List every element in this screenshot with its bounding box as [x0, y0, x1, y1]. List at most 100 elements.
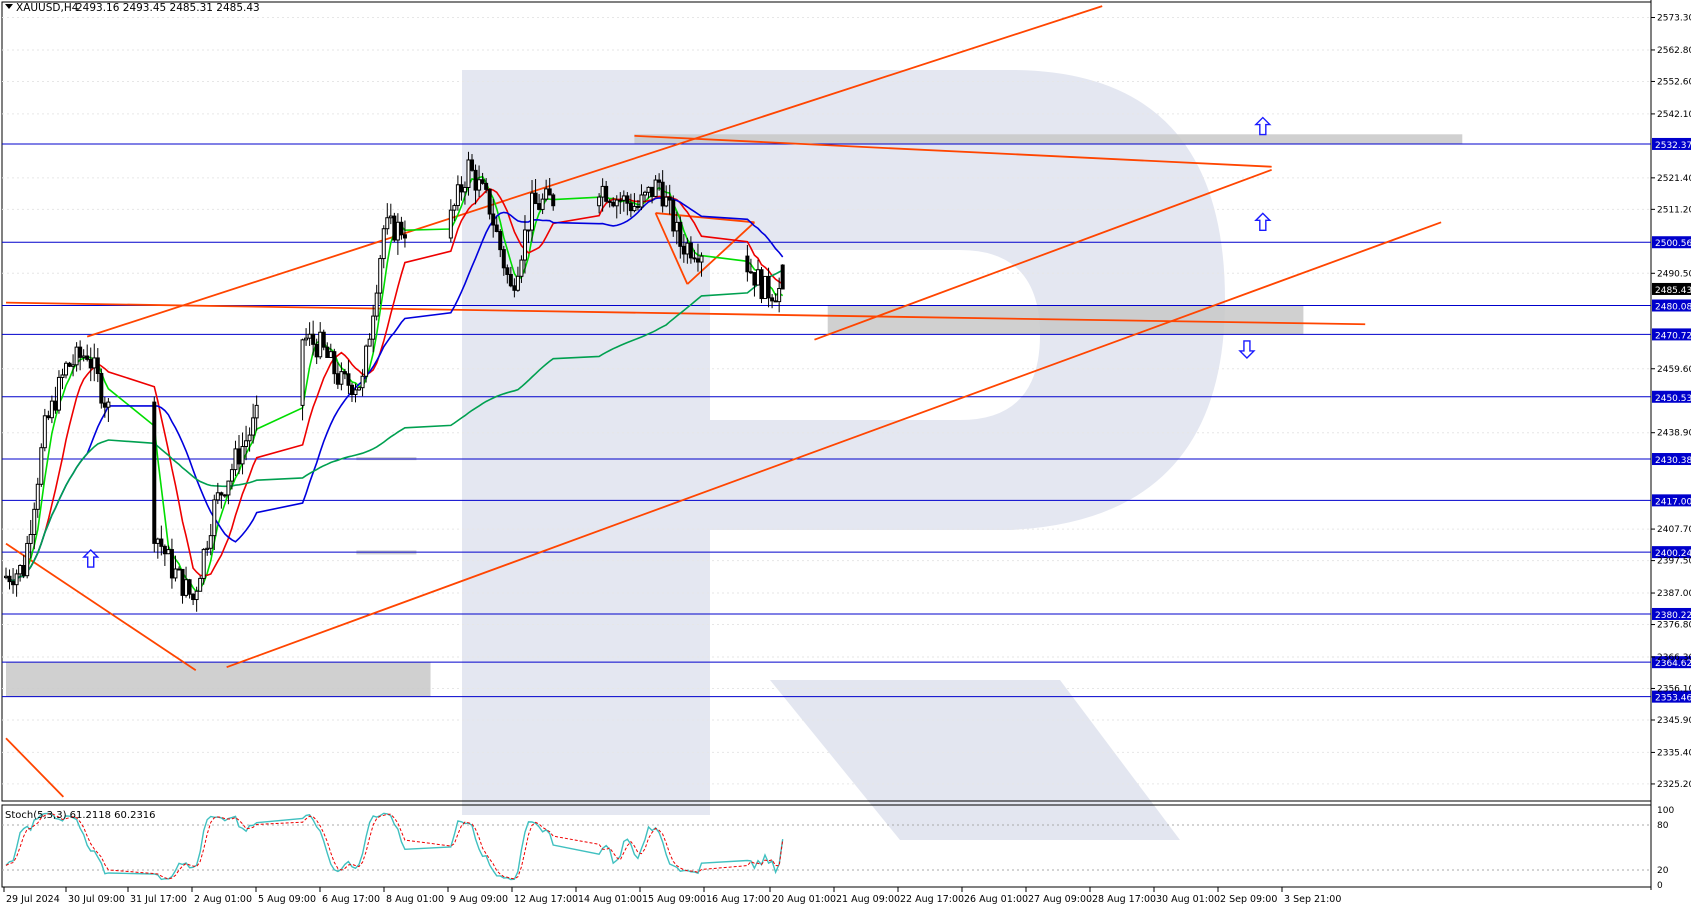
- candle-body: [71, 364, 76, 367]
- candle-body: [88, 358, 93, 369]
- arrow-up-icon: [1254, 212, 1272, 232]
- candle-body: [484, 182, 489, 190]
- candle-body: [371, 315, 376, 340]
- candle-body: [159, 538, 164, 547]
- trend-line[interactable]: [634, 134, 1272, 168]
- candle-body: [688, 242, 693, 259]
- candle-body: [491, 213, 496, 226]
- trend-line[interactable]: [654, 212, 689, 285]
- time-axis-label: 3 Sep 21:00: [1284, 894, 1341, 905]
- candle-body: [748, 271, 753, 274]
- trend-line[interactable]: [686, 221, 756, 285]
- moving-average-line[interactable]: [5, 196, 784, 582]
- candle-body: [99, 373, 104, 404]
- level-price-tag: [1652, 299, 1691, 312]
- level-price-label: 2430.38: [1655, 456, 1691, 466]
- candle-body: [240, 445, 245, 465]
- moving-average-line[interactable]: [5, 269, 784, 582]
- trend-line[interactable]: [86, 5, 1103, 338]
- stoch-main-line[interactable]: [5, 812, 784, 881]
- trend-line[interactable]: [226, 221, 1442, 669]
- candle-body: [537, 203, 542, 210]
- level-price-label: 2500.56: [1655, 239, 1691, 249]
- price-axis-label: 2356.10: [1657, 684, 1691, 694]
- candle-body: [25, 542, 30, 577]
- time-axis-label: 2 Aug 01:00: [194, 894, 252, 905]
- level-price-label: 2380.22: [1655, 611, 1691, 621]
- candle-body: [699, 255, 704, 263]
- candle-body: [766, 275, 771, 299]
- price-axis-label: 2562.80: [1657, 46, 1691, 56]
- candle-body: [78, 346, 83, 358]
- candle-body: [74, 346, 79, 366]
- candle-body: [597, 196, 602, 207]
- level-price-tag: [1652, 453, 1691, 466]
- price-axis-label: 2521.40: [1657, 174, 1691, 184]
- candle-body: [607, 200, 612, 203]
- level-price-label: 2470.72: [1655, 331, 1691, 341]
- level-price-tag: [1652, 328, 1691, 341]
- time-axis-label: 31 Jul 17:00: [130, 894, 187, 905]
- trend-line[interactable]: [5, 542, 197, 672]
- time-axis-label: 20 Aug 01:00: [772, 894, 836, 905]
- candle-body: [508, 273, 513, 287]
- time-axis-label: 14 Aug 01:00: [578, 894, 642, 905]
- level-price-label: 2364.62: [1655, 659, 1691, 669]
- candle-body: [752, 272, 757, 286]
- candle-body: [95, 357, 100, 375]
- candle-body: [187, 579, 192, 595]
- candle-body: [625, 195, 630, 204]
- candle-body: [332, 351, 337, 375]
- trend-line[interactable]: [814, 168, 1272, 341]
- candle-body: [244, 440, 249, 447]
- candle-body: [646, 186, 651, 193]
- level-price-tag: [1652, 390, 1691, 403]
- candle-body: [184, 579, 189, 596]
- candle-body: [304, 337, 309, 341]
- stoch-signal-line[interactable]: [5, 813, 784, 880]
- price-axis-label: 2511.20: [1657, 205, 1691, 215]
- candle-body: [198, 577, 203, 592]
- candle-body: [632, 205, 637, 212]
- time-axis-label: 15 Aug 09:00: [642, 894, 706, 905]
- candle-body: [166, 549, 171, 555]
- candle-body: [219, 492, 224, 496]
- trend-line[interactable]: [5, 301, 1366, 326]
- trend-line[interactable]: [5, 737, 65, 798]
- candle-body: [11, 581, 16, 586]
- candle-body: [452, 205, 457, 211]
- candle-body: [374, 292, 379, 317]
- candle-body: [544, 188, 549, 200]
- candle-body: [346, 373, 351, 386]
- watermark-logo: [462, 70, 1225, 840]
- candle-body: [770, 297, 775, 302]
- candle-body: [392, 215, 397, 241]
- candle-body: [477, 179, 482, 191]
- candle-body: [28, 533, 33, 544]
- candle-body: [399, 221, 404, 236]
- time-axis-label: 30 Jul 09:00: [68, 894, 125, 905]
- candle-body: [498, 231, 503, 251]
- candle-body: [505, 267, 510, 275]
- candle-body: [674, 221, 679, 232]
- price-axis-label: 2376.80: [1657, 621, 1691, 631]
- stoch-panel-frame: [1, 804, 1652, 888]
- candle-body: [773, 300, 778, 303]
- time-axis-label: 29 Jul 2024: [6, 894, 60, 905]
- price-axis-label: 2345.90: [1657, 716, 1691, 726]
- moving-average-line[interactable]: [5, 188, 784, 582]
- symbol-label: XAUUSD,H4: [16, 2, 79, 14]
- candle-body: [205, 547, 210, 550]
- candle-body: [381, 228, 386, 260]
- symbol-dropdown-icon[interactable]: [5, 4, 13, 9]
- candle-body: [339, 371, 344, 385]
- time-axis-label: 12 Aug 17:00: [514, 894, 578, 905]
- candle-body: [321, 331, 326, 348]
- candle-body: [650, 186, 655, 197]
- level-price-label: 2480.08: [1655, 302, 1691, 312]
- stoch-axis-label: 80: [1657, 821, 1669, 831]
- candle-body: [237, 448, 242, 465]
- candle-body: [4, 575, 8, 579]
- candle-body: [360, 375, 365, 389]
